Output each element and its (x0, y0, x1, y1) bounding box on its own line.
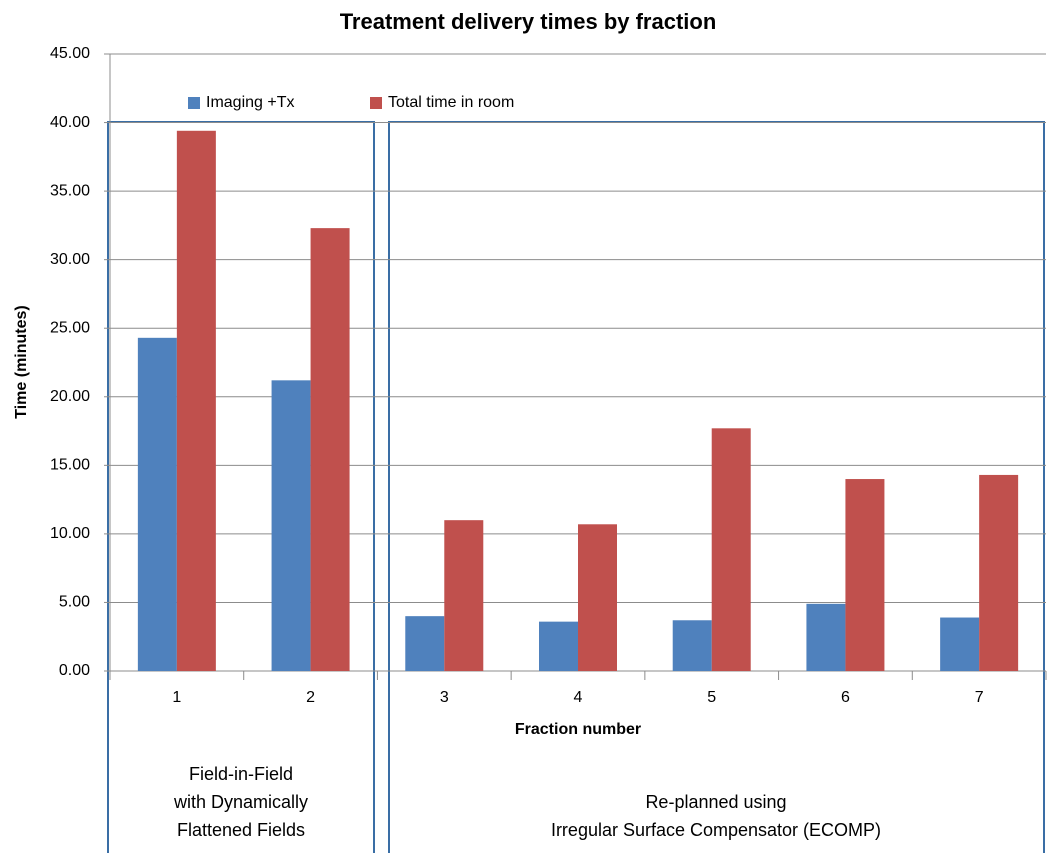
x-tick-label: 4 (574, 689, 583, 706)
y-axis-label: Time (minutes) (13, 305, 30, 419)
y-tick-label: 35.00 (50, 182, 90, 199)
y-tick-label: 5.00 (59, 594, 90, 611)
chart-title: Treatment delivery times by fraction (340, 9, 717, 34)
bar (578, 524, 617, 671)
x-tick-label: 6 (841, 689, 850, 706)
annotation: Flattened Fields (177, 820, 305, 840)
bar (711, 428, 751, 671)
annotation: with Dynamically (173, 792, 308, 812)
bar (310, 228, 350, 671)
bar (137, 337, 177, 671)
bar (271, 380, 311, 671)
legend-swatch (188, 97, 200, 109)
bar (979, 474, 1019, 671)
y-tick-label: 45.00 (50, 45, 90, 62)
y-tick-label: 30.00 (50, 251, 90, 268)
y-tick-label: 15.00 (50, 457, 90, 474)
y-tick-label: 10.00 (50, 525, 90, 542)
annotation: Field-in-Field (189, 764, 293, 784)
y-tick-label: 0.00 (59, 662, 90, 679)
y-tick-label: 25.00 (50, 319, 90, 336)
bar (444, 520, 484, 671)
bar (806, 603, 846, 671)
x-tick-label: 7 (975, 689, 984, 706)
bar (176, 130, 216, 671)
bar (539, 621, 578, 671)
legend-swatch (370, 97, 382, 109)
group-box (388, 121, 1045, 853)
y-tick-label: 20.00 (50, 388, 90, 405)
annotation: Irregular Surface Compensator (ECOMP) (551, 820, 881, 840)
legend-label: Imaging +Tx (206, 94, 294, 111)
x-tick-label: 1 (172, 689, 181, 706)
bar (672, 620, 712, 671)
x-axis-label: Fraction number (515, 721, 641, 738)
x-tick-label: 5 (707, 689, 716, 706)
group-box (107, 121, 375, 853)
bar (940, 617, 980, 671)
annotation: Re-planned using (645, 792, 786, 812)
x-tick-label: 2 (306, 689, 315, 706)
y-tick-label: 40.00 (50, 114, 90, 131)
bar (405, 616, 445, 671)
bar (845, 479, 885, 671)
legend-label: Total time in room (388, 94, 514, 111)
x-tick-label: 3 (440, 689, 449, 706)
